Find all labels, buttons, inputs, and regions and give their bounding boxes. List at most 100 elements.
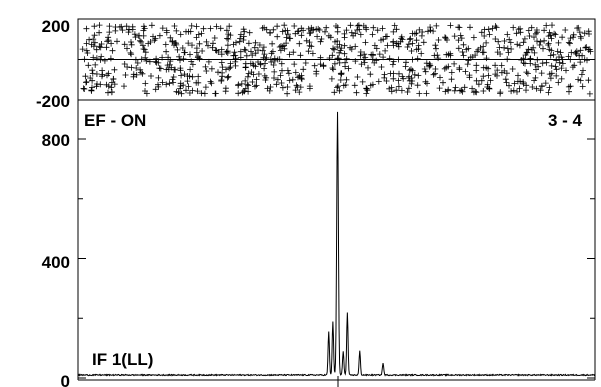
residual-point [459,88,466,95]
residual-point [89,67,96,74]
residual-point [497,89,504,96]
residual-point [354,22,361,29]
residual-point [546,84,553,91]
residual-point [347,22,354,29]
residual-point [367,71,374,78]
residual-point [232,58,239,65]
residual-point [543,22,550,29]
residual-point [246,29,253,36]
residual-point [142,80,149,87]
residual-point [205,58,212,65]
residual-point [252,83,258,90]
residual-point [558,65,565,72]
residual-point [238,80,245,87]
residual-point [177,85,184,92]
residual-point [559,60,566,67]
residual-point [447,22,454,29]
residual-point [485,26,492,33]
residual-point [326,55,333,61]
residual-point [253,82,260,89]
residual-point [255,71,262,77]
residual-point [531,77,538,84]
residual-point [408,80,415,87]
residual-point [261,51,268,58]
residual-point [389,61,396,68]
residual-point [176,53,183,60]
residual-point [112,24,119,30]
residual-point [224,42,231,49]
residual-point [187,66,194,73]
residual-point [172,40,179,46]
residual-point [558,75,565,82]
residual-point [93,46,100,53]
residual-point [581,30,588,37]
residual-point [345,65,352,72]
residual-point [181,49,188,56]
residual-point [155,83,162,90]
residual-point [271,57,278,64]
residual-point [104,72,110,79]
residual-point [404,89,411,95]
residual-point [189,61,196,68]
residual-point [400,75,407,82]
residual-point [181,71,188,78]
residual-point [566,88,572,95]
residual-point [200,25,207,32]
residual-point [92,61,99,68]
residual-point [520,39,527,46]
residual-point [79,46,86,53]
residual-point [358,61,365,68]
residual-point [556,59,563,66]
residual-point [260,54,267,61]
residual-point [171,23,178,29]
residual-point [393,87,400,94]
residual-point [487,77,494,84]
residual-point [584,57,590,64]
residual-point [230,52,237,59]
residual-point [379,25,386,32]
residual-point [435,37,442,43]
residual-point [81,56,88,63]
residual-point [271,68,278,75]
residual-point [432,42,439,49]
residual-point [89,84,95,91]
residual-point [582,44,589,51]
residual-point [316,27,323,33]
residual-point [198,30,205,37]
residual-point [296,40,303,47]
residual-point [525,46,532,53]
residual-point [236,38,243,45]
residual-point [413,46,420,53]
residual-point [111,81,118,88]
residual-point [276,56,283,63]
residual-point [573,48,580,55]
residual-point [218,51,225,58]
residual-point [483,39,490,46]
residual-point [548,35,555,42]
residual-point [533,66,539,73]
residual-point [497,51,504,57]
residual-point [473,62,480,69]
residual-point [369,31,376,38]
residual-point [167,34,174,41]
residual-point [435,55,442,62]
residual-point [270,26,277,33]
residual-point [166,80,173,87]
residual-point [494,72,500,79]
residual-point [424,80,430,87]
residual-point [587,48,594,55]
residual-point [411,71,418,78]
residual-point [114,38,120,45]
residual-point [183,87,189,94]
residual-point [127,49,134,56]
residual-point [515,72,521,79]
residual-point [244,81,251,88]
residual-point [362,39,369,46]
residual-point [244,73,251,80]
residual-point [108,84,115,91]
residual-point [169,76,176,83]
residual-point [448,76,455,83]
residual-point [245,40,252,47]
residual-point [552,63,559,70]
